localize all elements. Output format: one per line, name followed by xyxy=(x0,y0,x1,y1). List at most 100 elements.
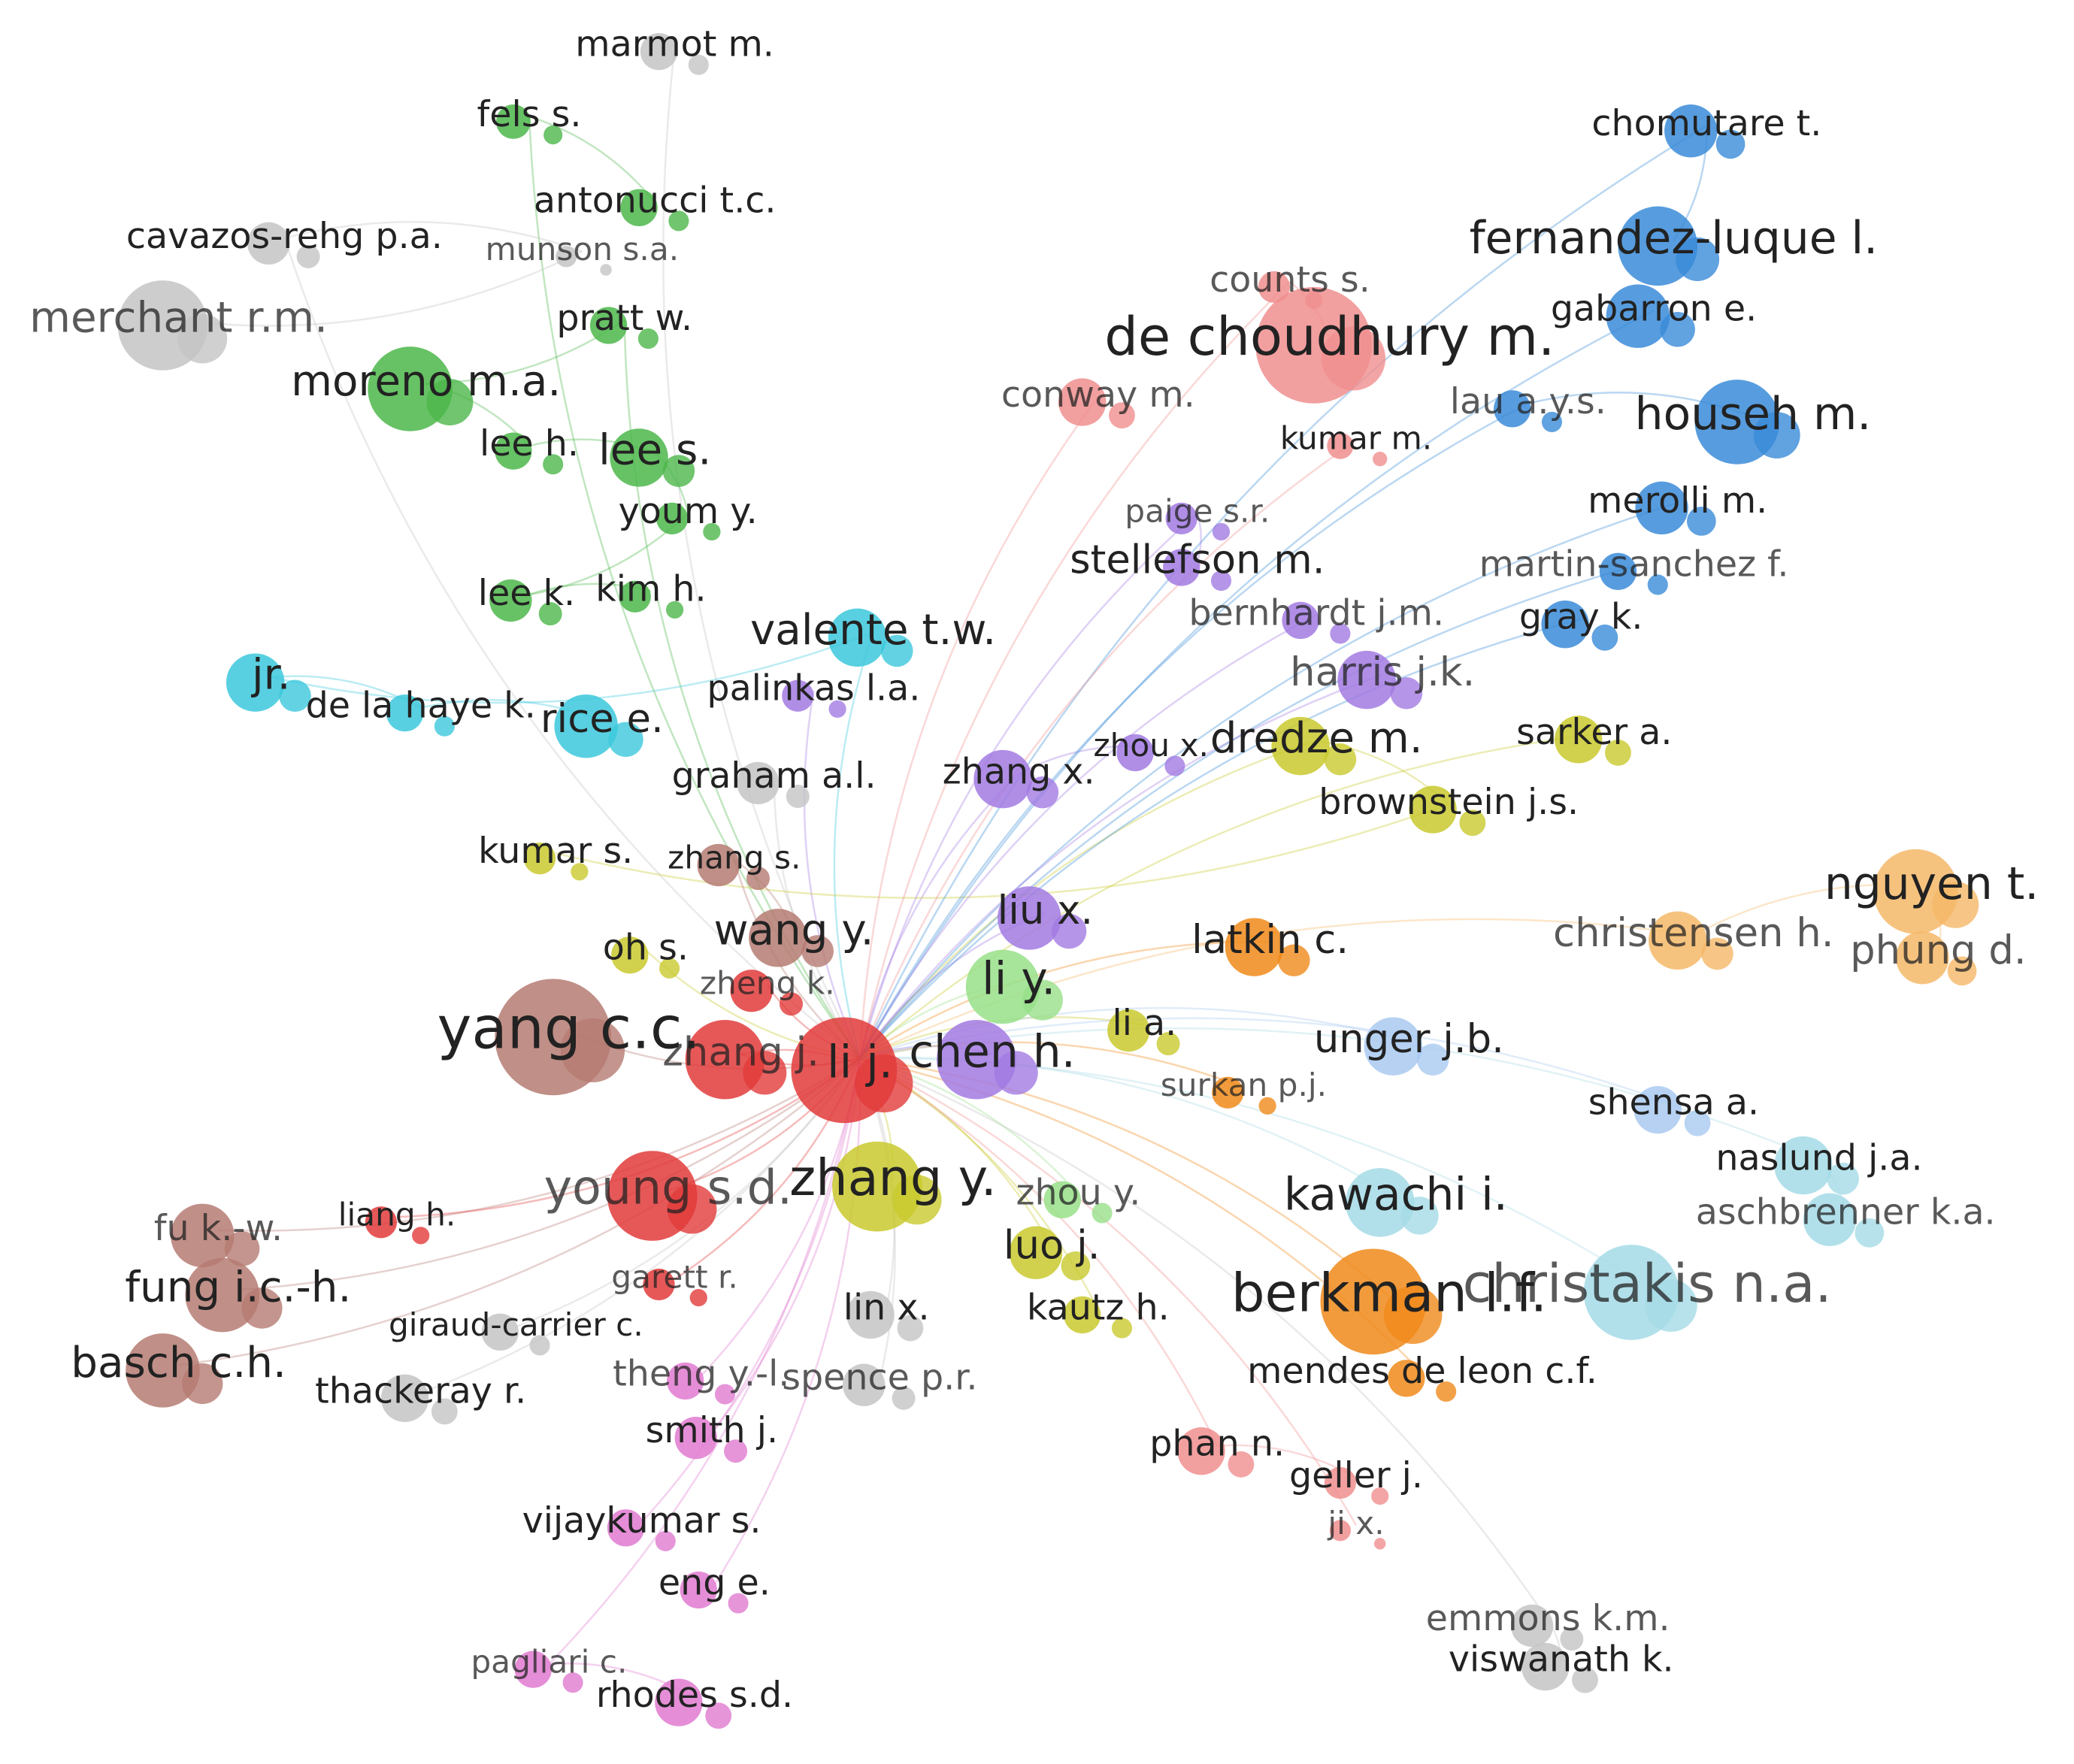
node-label: zhou x. xyxy=(1094,727,1209,764)
node-bubble xyxy=(1109,402,1135,429)
node-label: kumar m. xyxy=(1280,420,1432,457)
node-bubble xyxy=(1774,1136,1833,1195)
edge xyxy=(555,803,1449,899)
bubbles xyxy=(117,33,1979,1729)
node-bubble xyxy=(607,1509,645,1547)
node-bubble xyxy=(730,970,773,1012)
node-bubble xyxy=(1091,1203,1113,1224)
node-label: berkman l.f. xyxy=(1231,1262,1547,1324)
node-label: kumar s. xyxy=(478,831,633,872)
node-bubble xyxy=(296,244,320,268)
edge xyxy=(858,440,1357,1059)
node-label: young s.d. xyxy=(544,1160,792,1215)
node-bubble xyxy=(689,1288,707,1307)
node-bubble xyxy=(529,1335,550,1356)
node-bubble xyxy=(655,1530,676,1551)
node-bubble xyxy=(1165,502,1197,535)
node-bubble xyxy=(1212,522,1231,541)
node-label: garett r. xyxy=(611,1258,738,1295)
node-label: basch c.h. xyxy=(71,1339,286,1387)
node-bubble xyxy=(637,328,659,349)
node-label: emmons k.m. xyxy=(1426,1598,1670,1639)
node-bubble xyxy=(1400,1197,1439,1235)
node-label: zhou y. xyxy=(1016,1172,1141,1213)
node-bubble xyxy=(620,189,658,226)
node-bubble xyxy=(1606,284,1670,348)
node-label: moreno m.a. xyxy=(291,357,561,406)
node-label: lin x. xyxy=(843,1287,930,1328)
edge xyxy=(238,1057,861,1291)
node-label: luo j. xyxy=(1004,1222,1101,1268)
node-label: munson s.a. xyxy=(486,231,679,268)
node-bubble xyxy=(1022,979,1063,1021)
node-bubble xyxy=(538,602,562,626)
node-label: kautz h. xyxy=(1027,1287,1170,1328)
node-bubble xyxy=(1645,1279,1697,1332)
node-label: viswanath k. xyxy=(1449,1639,1674,1681)
edge xyxy=(548,1057,861,1665)
node-bubble xyxy=(1753,412,1800,459)
node-bubble xyxy=(1282,601,1319,640)
node-label: merchant r.m. xyxy=(29,294,328,343)
node-bubble xyxy=(1164,755,1185,776)
node-bubble xyxy=(688,54,709,75)
node-label: sarker a. xyxy=(1516,712,1672,753)
node-bubble xyxy=(1660,312,1695,347)
node-label: lee k. xyxy=(478,573,575,614)
node-label: liu x. xyxy=(998,888,1094,933)
node-bubble xyxy=(749,909,807,967)
edge xyxy=(803,690,861,1059)
node-bubble xyxy=(1107,1009,1150,1052)
node-label: christakis n.a. xyxy=(1463,1253,1832,1315)
node-bubble xyxy=(177,313,228,364)
node-bubble xyxy=(973,749,1032,809)
node-bubble xyxy=(224,1231,260,1266)
node-label: paige s.r. xyxy=(1125,492,1270,529)
node-bubble xyxy=(1599,552,1637,590)
node-bubble xyxy=(543,125,563,145)
node-bubble xyxy=(1177,1427,1225,1475)
node-bubble xyxy=(1684,1109,1711,1136)
node-label: pratt w. xyxy=(556,298,692,339)
node-bubble xyxy=(697,843,740,887)
node-bubble xyxy=(1228,1451,1255,1478)
edge xyxy=(859,733,1594,1059)
node-bubble xyxy=(608,722,643,758)
node-bubble xyxy=(1854,1218,1885,1248)
node-bubble xyxy=(892,1386,916,1410)
node-bubble xyxy=(182,1363,223,1405)
node-bubble xyxy=(1026,776,1059,809)
node-bubble xyxy=(185,1257,259,1333)
node-label: valente t.w. xyxy=(750,606,996,655)
node-bubble xyxy=(786,785,810,809)
node-bubble xyxy=(1111,1318,1133,1339)
node-bubble xyxy=(1043,1181,1081,1218)
node-bubble xyxy=(611,936,649,974)
node-bubble xyxy=(854,1054,913,1113)
edge xyxy=(178,250,583,327)
node-label: counts s. xyxy=(1210,259,1370,301)
node-bubble xyxy=(1510,1604,1554,1648)
edge xyxy=(283,238,861,1059)
node-label: wang y. xyxy=(713,906,874,955)
node-bubble xyxy=(1896,931,1949,985)
edge xyxy=(859,565,1634,1059)
node-bubble xyxy=(600,264,612,276)
node-label: spence p.r. xyxy=(782,1357,977,1399)
node-label: phung d. xyxy=(1850,927,2027,973)
node-bubble xyxy=(1647,574,1668,595)
edge xyxy=(640,1057,861,1523)
node-label: kim h. xyxy=(595,569,706,610)
edge xyxy=(859,740,1317,1059)
node-bubble xyxy=(1605,740,1631,766)
node-bubble xyxy=(674,1416,717,1460)
node-bubble xyxy=(1932,881,1979,928)
node-bubble xyxy=(1277,944,1310,977)
node-label: househ m. xyxy=(1635,388,1872,440)
node-bubble xyxy=(728,1593,749,1614)
edge xyxy=(858,773,1020,1059)
node-label: youm y. xyxy=(619,491,758,532)
node-label: zhang s. xyxy=(668,840,801,876)
node-label: lau a.y.s. xyxy=(1450,381,1606,422)
node-bubble xyxy=(571,863,589,881)
